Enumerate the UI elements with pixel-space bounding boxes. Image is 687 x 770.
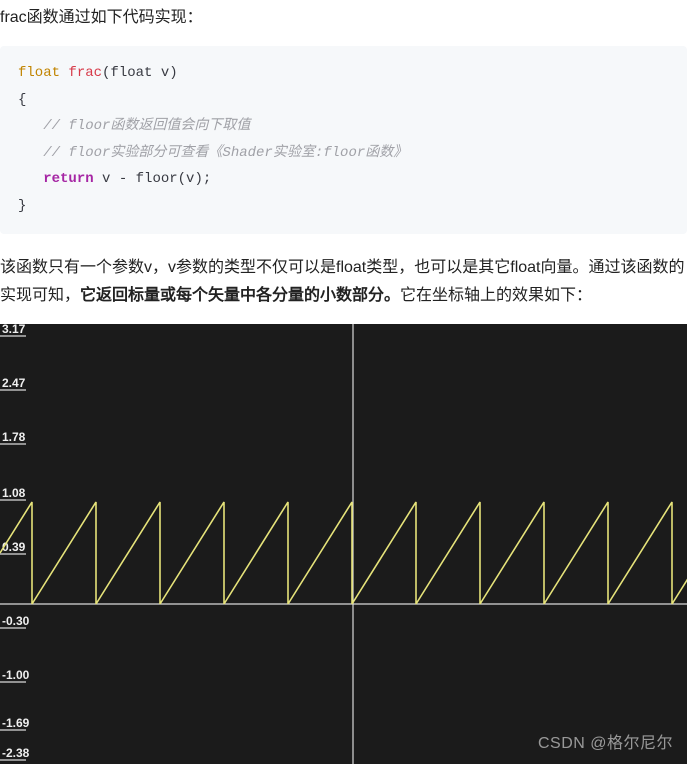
chart-svg: 3.17 2.47 1.78 1.08 0.39 -0.30 -1.00 -1.69 -2.38	[0, 324, 687, 764]
code-token-type: float	[18, 65, 60, 81]
svg-text:1.08: 1.08	[2, 486, 26, 500]
frac-chart: 3.17 2.47 1.78 1.08 0.39 -0.30 -1.00 -1.69 -2.38…	[0, 324, 687, 764]
svg-text:3.17: 3.17	[2, 324, 26, 336]
code-comment: // floor实验部分可查看《Shader实验室:floor函数》	[43, 145, 407, 161]
description-text: 该函数只有一个参数v，v参数的类型不仅可以是float类型，也可以是其它floa…	[0, 254, 687, 310]
code-token: v - floor(v);	[94, 171, 212, 187]
svg-text:0.39: 0.39	[2, 540, 26, 554]
intro-text: frac函数通过如下代码实现：	[0, 4, 687, 32]
svg-text:1.78: 1.78	[2, 430, 26, 444]
code-keyword: return	[43, 171, 93, 187]
svg-text:-1.69: -1.69	[2, 716, 30, 730]
desc-post: 它在坐标轴上的效果如下：	[400, 287, 592, 304]
svg-text:-0.30: -0.30	[2, 614, 30, 628]
code-token: }	[18, 198, 26, 214]
code-token-func: frac	[68, 65, 102, 81]
svg-text:-2.38: -2.38	[2, 746, 30, 760]
svg-text:-1.00: -1.00	[2, 668, 30, 682]
code-comment: // floor函数返回值会向下取值	[43, 118, 250, 134]
code-token: {	[18, 92, 26, 108]
desc-bold: 它返回标量或每个矢量中各分量的小数部分。	[80, 287, 400, 304]
code-block: float frac(float v) { // floor函数返回值会向下取值…	[0, 46, 687, 234]
code-token: (float v)	[102, 65, 178, 81]
svg-text:2.47: 2.47	[2, 376, 26, 390]
